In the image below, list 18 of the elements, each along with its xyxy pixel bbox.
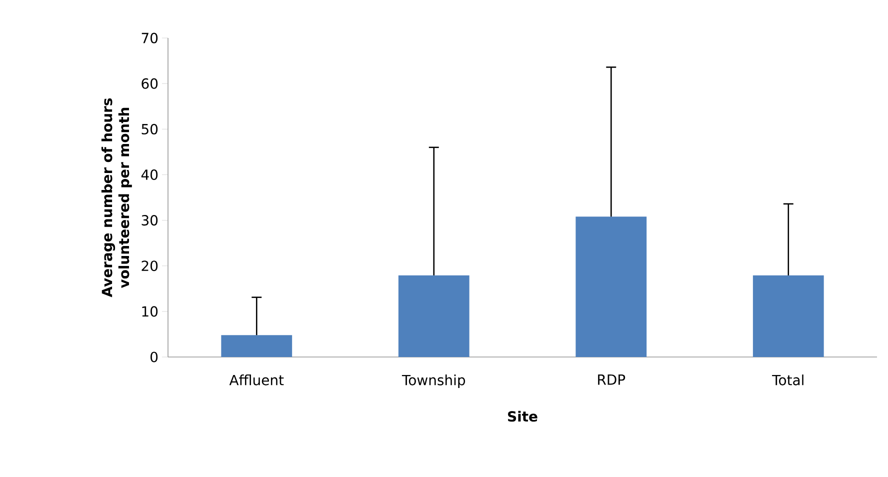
- y-tick-label: 70: [142, 32, 158, 44]
- x-tick-label: Affluent: [229, 374, 284, 386]
- y-tick-label: 40: [141, 169, 158, 180]
- bar: [752, 275, 824, 357]
- x-axis-title: Site: [508, 410, 538, 422]
- bar: [221, 335, 292, 357]
- bar: [398, 275, 470, 357]
- y-axis-title: Average number of hours volunteered per month: [101, 98, 132, 298]
- y-tick-label: 60: [142, 78, 158, 89]
- x-tick-label: Total: [772, 374, 804, 386]
- y-tick-label: 0: [150, 352, 158, 362]
- y-tick-label: 20: [142, 260, 158, 272]
- x-tick-label: RDP: [598, 374, 626, 385]
- y-tick-label: 10: [142, 306, 158, 317]
- y-tick-label: 50: [142, 124, 158, 134]
- y-tick-label: 30: [142, 215, 158, 226]
- x-tick-label: Township: [402, 374, 466, 388]
- bar: [576, 216, 647, 357]
